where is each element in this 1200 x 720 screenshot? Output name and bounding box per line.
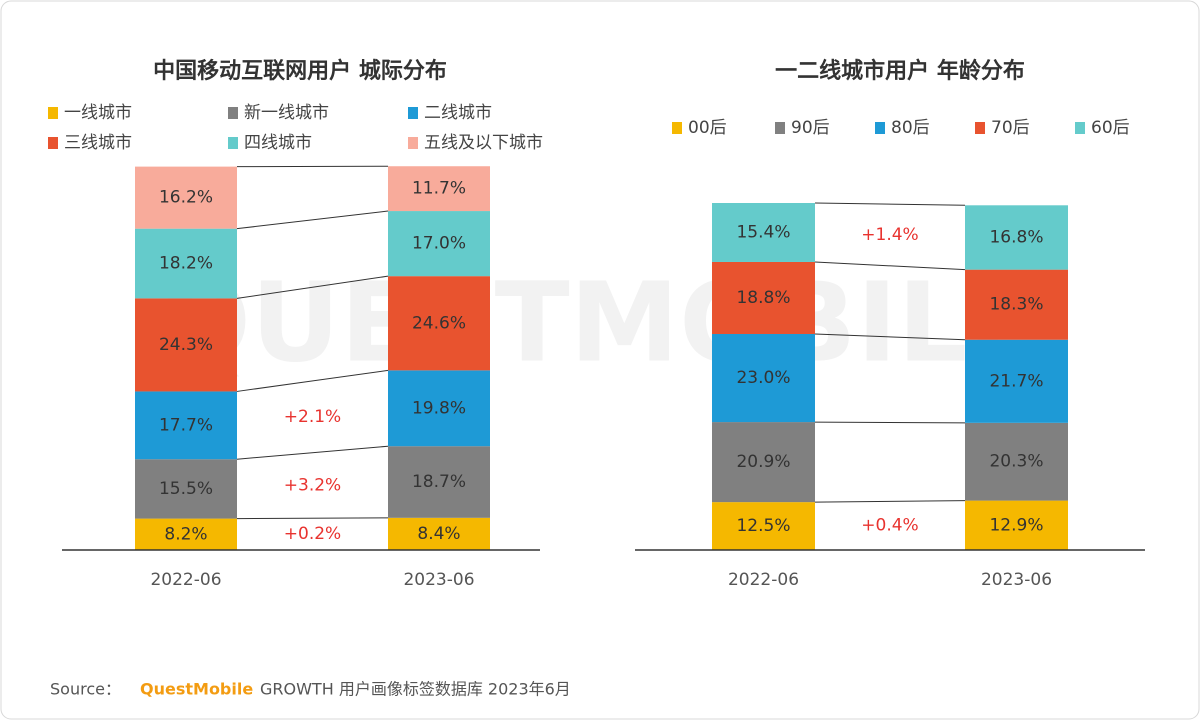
value-label: 24.6% xyxy=(412,313,466,333)
annotation: +3.2% xyxy=(284,475,341,495)
source-brand: QuestMobile xyxy=(140,680,253,699)
value-label: 12.9% xyxy=(989,515,1043,535)
value-label: 18.7% xyxy=(412,472,466,492)
source-label: Source： xyxy=(50,680,121,699)
bar-segment xyxy=(135,166,237,229)
annotation: +2.1% xyxy=(284,407,341,427)
legend-swatch xyxy=(775,122,785,134)
legend-label: 四线城市 xyxy=(244,133,312,153)
bar-segment xyxy=(388,446,490,518)
legend-label: 五线及以下城市 xyxy=(424,133,543,153)
legend-swatch xyxy=(975,122,985,134)
value-label: 20.3% xyxy=(989,452,1043,472)
watermark: QUESTMOBILE xyxy=(157,258,1042,386)
connector xyxy=(236,445,389,460)
x-tick-label: 2023-06 xyxy=(403,570,474,590)
legend-swatch xyxy=(228,137,238,149)
bar-segment xyxy=(135,228,237,299)
value-label: 11.7% xyxy=(412,179,466,199)
legend-label: 新一线城市 xyxy=(244,103,329,123)
value-label: 15.4% xyxy=(736,222,790,242)
value-label: 8.2% xyxy=(164,524,207,544)
legend-label: 三线城市 xyxy=(64,133,132,153)
connector xyxy=(236,210,389,230)
connector xyxy=(236,275,389,299)
value-label: 20.9% xyxy=(736,452,790,472)
legend-label: 70后 xyxy=(991,118,1030,138)
annotation: +0.4% xyxy=(861,516,918,536)
bar-segment xyxy=(388,276,490,371)
legend-swatch xyxy=(1075,122,1085,134)
annotation: +0.2% xyxy=(284,524,341,544)
value-label: 16.2% xyxy=(159,188,213,208)
legend-label: 00后 xyxy=(688,118,727,138)
bar-segment xyxy=(712,422,815,503)
chart-title: 一二线城市用户 年龄分布 xyxy=(775,58,1025,84)
legend-swatch xyxy=(672,122,682,134)
bar-segment xyxy=(965,339,1068,423)
legend-label: 90后 xyxy=(791,118,830,138)
x-tick-label: 2022-06 xyxy=(728,570,799,590)
legend-label: 80后 xyxy=(891,118,930,138)
connector xyxy=(236,369,389,392)
value-label: 18.3% xyxy=(989,295,1043,315)
bar-segment xyxy=(135,298,237,392)
bar-segment xyxy=(135,459,237,519)
value-label: 19.8% xyxy=(412,398,466,418)
value-label: 17.7% xyxy=(159,415,213,435)
connector xyxy=(814,261,966,271)
bar-segment xyxy=(388,517,490,550)
legend-label: 60后 xyxy=(1091,118,1130,138)
legend-swatch xyxy=(408,137,418,149)
legend-swatch xyxy=(48,137,58,149)
value-label: 8.4% xyxy=(417,524,460,544)
bar-segment xyxy=(712,502,815,550)
x-tick-label: 2023-06 xyxy=(981,570,1052,590)
connector xyxy=(814,333,966,341)
connector xyxy=(814,202,966,206)
value-label: 15.5% xyxy=(159,479,213,499)
legend-label: 二线城市 xyxy=(424,103,492,123)
bar-segment xyxy=(712,261,815,334)
connector xyxy=(236,517,389,520)
bar-segment xyxy=(965,205,1068,270)
bar-segment xyxy=(135,391,237,460)
bar-segment xyxy=(135,518,237,550)
value-label: 12.5% xyxy=(736,516,790,536)
legend-swatch xyxy=(48,107,58,119)
annotation: +1.4% xyxy=(861,225,918,245)
x-tick-label: 2022-06 xyxy=(150,570,221,590)
bar-segment xyxy=(712,333,815,423)
bar-segment xyxy=(388,370,490,447)
legend-swatch xyxy=(875,122,885,134)
bar-segment xyxy=(388,166,490,212)
connector xyxy=(814,500,966,503)
bar-segment xyxy=(712,203,815,262)
legend-swatch xyxy=(408,107,418,119)
connector xyxy=(814,421,966,424)
legend-label: 一线城市 xyxy=(64,103,132,123)
legend-swatch xyxy=(228,107,238,119)
value-label: 23.0% xyxy=(736,368,790,388)
bar-segment xyxy=(965,269,1068,340)
value-label: 16.8% xyxy=(989,227,1043,247)
bar-segment xyxy=(388,211,490,277)
bar-segment xyxy=(965,500,1068,550)
source-text: GROWTH 用户画像标签数据库 2023年6月 xyxy=(260,680,571,699)
chart-title: 中国移动互联网用户 城际分布 xyxy=(153,58,447,84)
value-label: 17.0% xyxy=(412,234,466,254)
value-label: 21.7% xyxy=(989,371,1043,391)
value-label: 24.3% xyxy=(159,335,213,355)
value-label: 18.2% xyxy=(159,254,213,274)
value-label: 18.8% xyxy=(736,288,790,308)
bar-segment xyxy=(965,422,1068,501)
